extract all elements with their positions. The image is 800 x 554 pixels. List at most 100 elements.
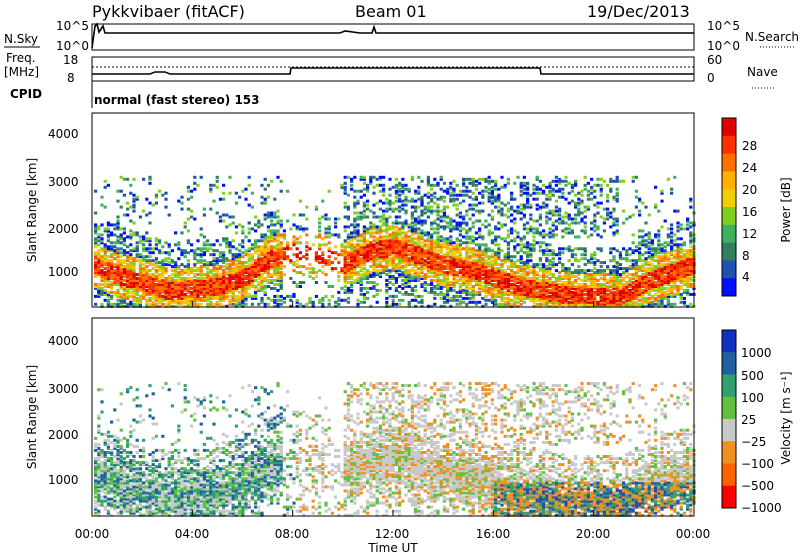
echo-cell	[414, 263, 418, 267]
echo-cell	[542, 294, 546, 298]
echo-cell	[471, 261, 475, 265]
echo-cell	[439, 304, 443, 308]
echo-cell	[311, 300, 315, 304]
echo-cell	[231, 275, 235, 278]
echo-cell	[154, 195, 158, 199]
echo-cell	[401, 292, 405, 296]
echo-cell	[503, 253, 507, 257]
echo-cell	[116, 277, 120, 280]
echo-cell	[106, 247, 110, 251]
echo-cell	[465, 292, 469, 296]
echo-cell	[234, 296, 238, 300]
echo-cell	[238, 265, 242, 269]
echo-cell	[538, 279, 542, 282]
echo-cell	[535, 290, 539, 294]
echo-cell	[478, 257, 482, 261]
echo-cell	[372, 223, 376, 227]
echo-cell	[647, 277, 651, 280]
echo-cell	[638, 243, 642, 247]
echo-cell	[314, 257, 318, 261]
echo-cell	[298, 257, 302, 261]
echo-cell	[238, 286, 242, 290]
echo-cell	[638, 235, 642, 239]
echo-cell	[519, 279, 523, 282]
echo-cell	[116, 239, 120, 243]
echo-cell	[263, 271, 267, 275]
echo-cell	[510, 259, 514, 263]
echo-cell	[231, 288, 235, 292]
echo-cell	[561, 304, 565, 308]
echo-cell	[522, 237, 526, 241]
echo-cell	[263, 302, 267, 306]
echo-cell	[292, 292, 296, 296]
echo-cell	[622, 296, 626, 300]
echo-cell	[599, 215, 603, 219]
echo-cell	[222, 298, 226, 302]
echo-cell	[382, 193, 386, 197]
echo-cell	[244, 267, 248, 271]
echo-cell	[199, 233, 203, 237]
echo-cell	[606, 279, 610, 282]
echo-cell	[442, 277, 446, 280]
echo-cell	[202, 253, 206, 257]
echo-cell	[484, 263, 488, 267]
echo-cell	[302, 273, 306, 277]
echo-cell	[154, 265, 158, 269]
echo-cell	[234, 231, 238, 235]
echo-cell	[574, 300, 578, 304]
echo-cell	[270, 263, 274, 267]
echo-cell	[279, 225, 283, 229]
echo-cell	[494, 253, 498, 257]
echo-cell	[564, 286, 568, 290]
echo-cell	[510, 275, 514, 278]
echo-cell	[410, 298, 414, 302]
echo-cell	[180, 281, 184, 284]
echo-cell	[574, 257, 578, 261]
echo-cell	[366, 286, 370, 290]
echo-cell	[113, 233, 117, 237]
echo-cell	[369, 243, 373, 247]
echo-cell	[314, 259, 318, 263]
echo-cell	[634, 281, 638, 284]
echo-cell	[177, 247, 181, 251]
echo-cell	[369, 304, 373, 308]
echo-cell	[641, 275, 645, 278]
echo-cell	[231, 298, 235, 302]
echo-cell	[218, 267, 222, 271]
echo-cell	[225, 296, 229, 300]
echo-cell	[535, 187, 539, 191]
echo-cell	[538, 179, 542, 183]
echo-cell	[177, 285, 181, 288]
echo-cell	[238, 283, 242, 286]
echo-cell	[522, 183, 526, 187]
echo-cell	[590, 177, 594, 181]
echo-cell	[628, 304, 632, 308]
echo-cell	[407, 189, 411, 193]
echo-cell	[548, 267, 552, 271]
echo-cell	[497, 253, 501, 257]
echo-cell	[542, 298, 546, 302]
echo-cell	[250, 302, 254, 306]
echo-cell	[170, 286, 174, 290]
nave-tick-top: 60	[707, 53, 722, 67]
echo-cell	[241, 285, 245, 288]
echo-cell	[420, 213, 424, 217]
echo-cell	[602, 285, 606, 288]
echo-cell	[199, 288, 203, 292]
echo-cell	[458, 255, 462, 259]
echo-cell	[122, 292, 126, 296]
echo-cell	[388, 225, 392, 229]
echo-cell	[532, 275, 536, 278]
echo-cell	[353, 273, 357, 277]
echo-cell	[129, 275, 133, 278]
echo-cell	[302, 227, 306, 231]
echo-cell	[586, 275, 590, 278]
echo-cell	[359, 261, 363, 265]
echo-cell	[110, 275, 114, 278]
echo-cell	[583, 175, 587, 179]
echo-cell	[484, 294, 488, 298]
echo-cell	[154, 279, 158, 282]
echo-cell	[474, 237, 478, 241]
echo-cell	[449, 281, 453, 284]
echo-cell	[337, 271, 341, 275]
